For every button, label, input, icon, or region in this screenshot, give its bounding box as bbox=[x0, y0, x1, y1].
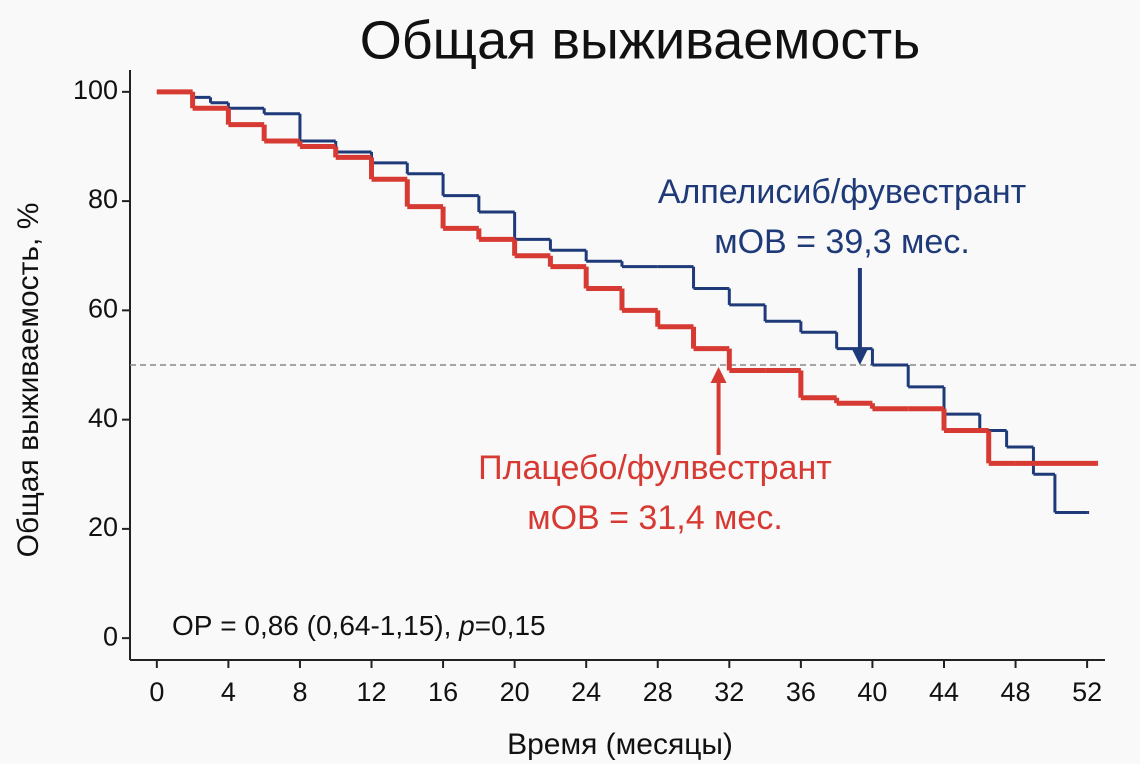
y-axis-label: Общая выживаемость, % bbox=[12, 203, 45, 558]
x-tick-label: 44 bbox=[929, 677, 959, 707]
x-tick-label: 16 bbox=[428, 677, 458, 707]
arrow-head bbox=[710, 367, 727, 383]
x-tick-label: 12 bbox=[356, 677, 386, 707]
x-tick-label: 8 bbox=[292, 677, 307, 707]
x-tick-label: 24 bbox=[571, 677, 601, 707]
series bbox=[156, 89, 1099, 466]
stats-p: p bbox=[458, 610, 475, 641]
x-axis-label: Время (месяцы) bbox=[507, 728, 733, 761]
arrow-head bbox=[851, 349, 868, 365]
x-tick-label: 36 bbox=[786, 677, 816, 707]
x-tick-label: 20 bbox=[500, 677, 530, 707]
y-tick-label: 80 bbox=[88, 184, 118, 214]
x-tick-label: 32 bbox=[714, 677, 744, 707]
annotation: Плацебо/фулвестрант bbox=[478, 449, 832, 487]
x-tick-label: 0 bbox=[149, 677, 164, 707]
y-tick-label: 100 bbox=[73, 75, 118, 105]
x-tick-label: 4 bbox=[221, 677, 236, 707]
x-tick-label: 48 bbox=[1001, 677, 1031, 707]
annotation: мОВ = 31,4 мес. bbox=[527, 499, 783, 537]
annotation: Алпелисиб/фувестрант bbox=[658, 173, 1026, 211]
stats-suffix: =0,15 bbox=[475, 610, 546, 641]
x-tick-label: 28 bbox=[643, 677, 673, 707]
x-tick-label: 40 bbox=[857, 677, 887, 707]
y-tick-label: 40 bbox=[88, 403, 118, 433]
stats-text: ОР = 0,86 (0,64-1,15), p=0,15 bbox=[172, 610, 546, 641]
y-tick-label: 0 bbox=[103, 621, 118, 651]
y-tick-label: 20 bbox=[88, 512, 118, 542]
x-tick-label: 52 bbox=[1072, 677, 1102, 707]
annotation: мОВ = 39,3 мес. bbox=[714, 223, 970, 261]
stats-prefix: ОР = 0,86 (0,64-1,15), bbox=[172, 610, 459, 641]
chart-title: Общая выживаемость bbox=[360, 10, 921, 70]
y-tick-label: 60 bbox=[88, 293, 118, 323]
